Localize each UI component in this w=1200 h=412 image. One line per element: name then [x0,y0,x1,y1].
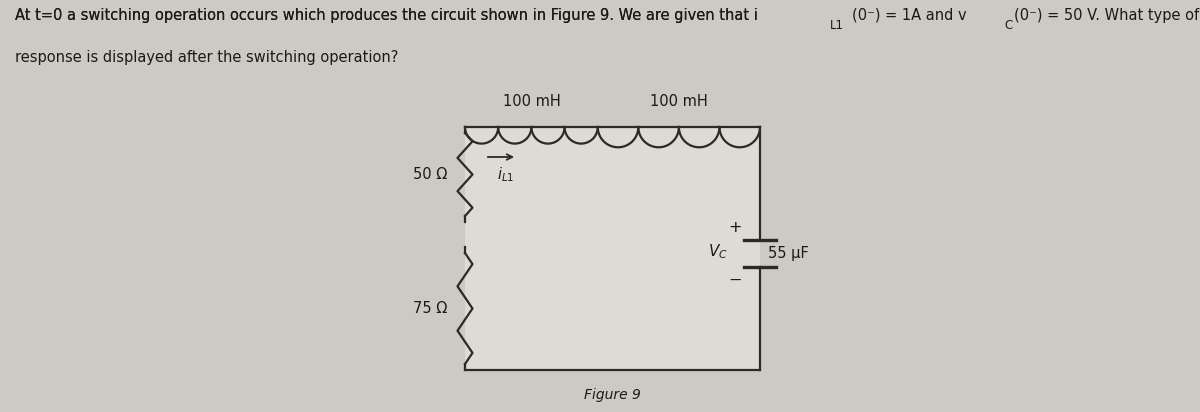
Text: $i_{L1}$: $i_{L1}$ [497,165,515,184]
Text: (0⁻) = 1A and v: (0⁻) = 1A and v [852,8,967,23]
Text: At t=0 a switching operation occurs which produces the circuit shown in Figure 9: At t=0 a switching operation occurs whic… [14,8,758,23]
Text: 100 mH: 100 mH [503,94,560,109]
Text: (0⁻) = 50 V. What type of: (0⁻) = 50 V. What type of [1014,8,1199,23]
Text: C: C [1004,19,1013,32]
Text: $V_C$: $V_C$ [708,242,728,261]
Text: 100 mH: 100 mH [650,94,708,109]
Text: Figure 9: Figure 9 [584,388,641,402]
Text: 50 Ω: 50 Ω [413,167,448,182]
Text: 75 Ω: 75 Ω [413,301,448,316]
Text: L1: L1 [830,19,844,32]
FancyBboxPatch shape [466,127,760,370]
Text: response is displayed after the switching operation?: response is displayed after the switchin… [14,50,398,65]
Text: −: − [728,272,742,288]
Text: At t=0 a switching operation occurs which produces the circuit shown in Figure 9: At t=0 a switching operation occurs whic… [14,8,758,23]
Text: 55 μF: 55 μF [768,246,809,261]
Text: +: + [728,220,742,234]
